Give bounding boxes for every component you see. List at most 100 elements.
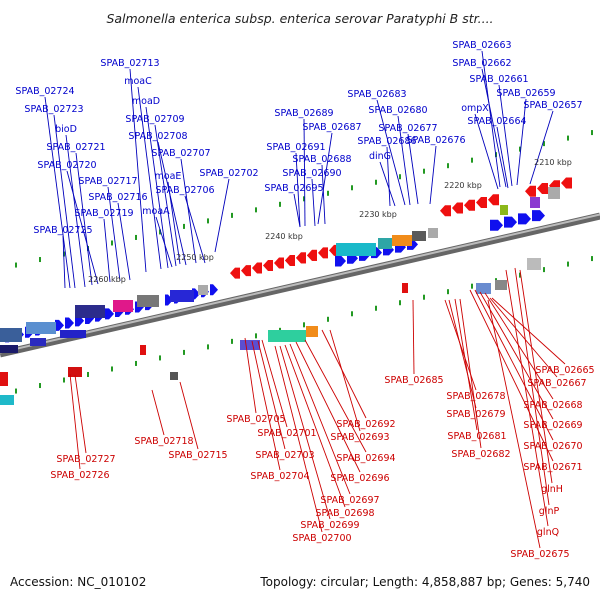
forward-connector	[154, 124, 177, 267]
feature-band	[428, 228, 438, 238]
scale-tick	[447, 163, 449, 169]
feature-band	[392, 235, 412, 246]
forward-gene-label: SPAB_02677	[378, 123, 437, 134]
forward-gene-label: moaE	[155, 171, 182, 182]
forward-gene-arrow	[532, 210, 545, 222]
scale-tick	[423, 294, 425, 300]
forward-connector	[529, 110, 554, 185]
feature-band	[306, 326, 318, 337]
reverse-connector	[279, 345, 331, 520]
forward-connector	[376, 99, 406, 206]
feature-band	[495, 280, 507, 290]
forward-gene-label: SPAB_02657	[523, 100, 582, 111]
scale-tick-label: 2260 kbp	[88, 275, 126, 284]
reverse-gene-arrow	[525, 185, 536, 197]
forward-gene-label: SPAB_02716	[88, 192, 147, 203]
reverse-gene-label: SPAB_02703	[255, 450, 314, 461]
forward-gene-label: SPAB_02683	[347, 89, 406, 100]
feature-band	[113, 300, 133, 312]
scale-tick	[183, 349, 185, 355]
forward-gene-arrow	[490, 219, 503, 231]
forward-gene-label: SPAB_02720	[37, 160, 96, 171]
reverse-connector	[519, 269, 553, 484]
reverse-gene-arrow	[537, 182, 548, 194]
forward-gene-label: SPAB_02691	[266, 142, 325, 153]
forward-connector	[397, 115, 411, 206]
feature-block	[60, 330, 86, 338]
reverse-gene-arrow	[561, 177, 572, 189]
reverse-gene-arrow	[241, 265, 251, 277]
reverse-connector	[487, 299, 541, 549]
reverse-gene-label: SPAB_02667	[527, 378, 586, 389]
genome-backbone	[0, 212, 600, 358]
reverse-connector	[459, 298, 482, 449]
feature-band	[0, 395, 14, 405]
forward-gene-label: SPAB_02663	[452, 40, 511, 51]
scale-tick	[255, 207, 257, 213]
forward-connector	[66, 170, 99, 285]
scale-tick	[279, 201, 281, 207]
forward-connector	[155, 216, 173, 268]
forward-gene-arrow	[165, 294, 173, 306]
scale-tick	[87, 371, 89, 377]
feature-band	[530, 197, 540, 208]
feature-block	[0, 345, 18, 353]
forward-gene-label: moaD	[132, 96, 160, 107]
reverse-gene-label: SPAB_02698	[315, 508, 374, 519]
forward-connector	[407, 133, 419, 205]
feature-band	[26, 322, 56, 334]
scale-tick	[399, 300, 401, 306]
reverse-gene-label: SPAB_02726	[50, 470, 109, 481]
scale-tick	[591, 130, 593, 136]
reverse-gene-arrow	[452, 202, 463, 214]
reverse-connector	[257, 340, 286, 450]
reverse-gene-arrow	[476, 197, 487, 209]
forward-gene-label: ompX	[461, 103, 489, 114]
reverse-gene-arrow	[263, 260, 273, 272]
forward-connector	[157, 141, 187, 266]
forward-gene-label: SPAB_02702	[199, 168, 258, 179]
scale-tick	[519, 146, 521, 152]
forward-gene-label: SPAB_02664	[467, 116, 526, 127]
scale-tick	[543, 141, 545, 147]
scale-tick	[39, 383, 41, 389]
reverse-gene-label: SPAB_02670	[523, 441, 582, 452]
feature-band	[75, 305, 105, 318]
forward-connector	[214, 178, 230, 253]
scale-tick	[351, 311, 353, 317]
forward-connector	[303, 118, 306, 227]
forward-connector	[65, 134, 86, 288]
reverse-gene-arrow	[285, 254, 295, 266]
forward-connector	[317, 132, 333, 225]
feature-block	[0, 372, 8, 386]
forward-gene-label: SPAB_02708	[128, 131, 187, 142]
feature-block	[68, 367, 82, 377]
reverse-gene-label: SPAB_02727	[56, 454, 115, 465]
forward-gene-label: SPAB_02661	[469, 74, 528, 85]
feature-band	[548, 187, 560, 199]
reverse-connector	[514, 267, 550, 506]
forward-connector	[167, 181, 181, 265]
reverse-gene-label: SPAB_02697	[320, 495, 379, 506]
reverse-connector	[489, 297, 558, 378]
reverse-connector	[251, 340, 281, 471]
forward-gene-arrow	[65, 317, 74, 329]
reverse-gene-arrow	[252, 262, 262, 274]
reverse-gene-arrow	[488, 194, 499, 206]
scale-tick	[15, 388, 17, 394]
scale-tick	[255, 333, 257, 339]
label-connectors	[44, 50, 566, 549]
reverse-connector	[448, 299, 477, 409]
forward-connector	[103, 218, 111, 283]
reverse-connector	[274, 345, 323, 533]
scale-tick	[591, 256, 593, 262]
forward-gene-label: SPAB_02676	[406, 135, 465, 146]
forward-gene-label: SPAB_02723	[24, 104, 83, 115]
reverse-gene-arrow	[274, 257, 284, 269]
forward-connector	[62, 235, 66, 289]
scale-tick	[207, 218, 209, 224]
forward-connector	[180, 158, 197, 264]
reverse-gene-label: SPAB_02699	[300, 520, 359, 531]
reverse-gene-label: glnH	[541, 484, 563, 495]
forward-gene-arrow	[335, 255, 346, 267]
